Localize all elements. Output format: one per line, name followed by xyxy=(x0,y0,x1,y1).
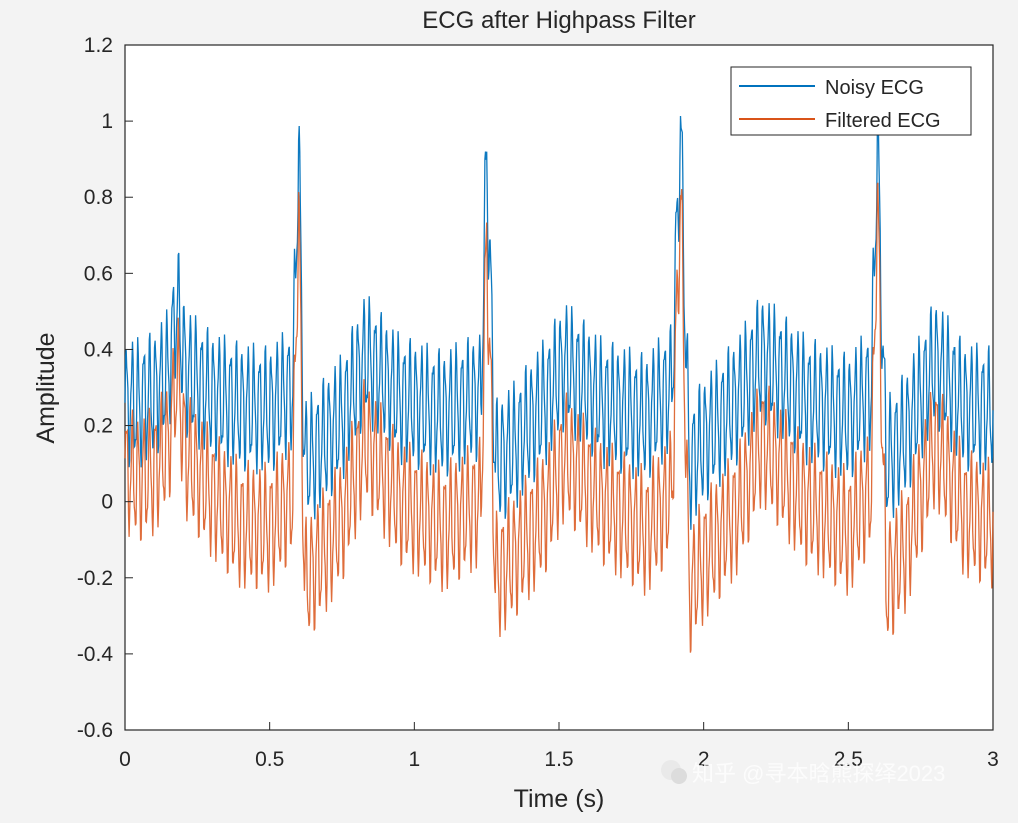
y-tick-label: 1.2 xyxy=(84,34,113,57)
x-axis-title: Time (s) xyxy=(514,785,605,813)
y-tick-label: -0.6 xyxy=(77,719,113,742)
y-axis-title: Amplitude xyxy=(32,332,60,443)
series-layer xyxy=(124,111,994,653)
legend: Noisy ECG Filtered ECG xyxy=(730,66,972,136)
wechat-icon-bubble xyxy=(671,768,687,784)
x-tick-label: 3 xyxy=(987,748,999,771)
legend-box xyxy=(730,66,972,136)
y-tick-label: 0.8 xyxy=(84,186,113,209)
x-tick-label: 0 xyxy=(119,748,131,771)
x-tick-label: 0.5 xyxy=(255,748,284,771)
y-tick-label: -0.2 xyxy=(77,567,113,590)
x-tick-label: 2.5 xyxy=(834,748,863,771)
x-tick-label: 1 xyxy=(408,748,420,771)
legend-label-filtered-ecg: Filtered ECG xyxy=(825,110,941,132)
series-line-filtered-ecg xyxy=(124,182,994,653)
y-tick-label: 0.4 xyxy=(84,338,114,361)
y-tick-label: 0 xyxy=(101,491,113,514)
watermark: 知乎 @寻本晗熊探绎2023 xyxy=(661,760,945,786)
y-tick-label: 0.6 xyxy=(84,262,113,285)
y-tick-label: 1 xyxy=(101,110,113,133)
x-tick-label: 2 xyxy=(698,748,710,771)
y-tick-label: -0.4 xyxy=(77,643,114,666)
watermark-text: 知乎 @寻本晗熊探绎2023 xyxy=(692,761,945,786)
y-tick-label: 0.2 xyxy=(84,415,113,438)
series-line-noisy-ecg xyxy=(124,111,994,530)
chart-title: ECG after Highpass Filter xyxy=(422,7,695,34)
legend-label-noisy-ecg: Noisy ECG xyxy=(825,77,924,99)
axis-layer: 0 0.5 1 1.5 2 2.5 3 -0.6 -0.4 -0.2 0 0.2 0.4 0.6 0.8 1 1… xyxy=(77,34,999,771)
x-tick-label: 1.5 xyxy=(544,748,573,771)
